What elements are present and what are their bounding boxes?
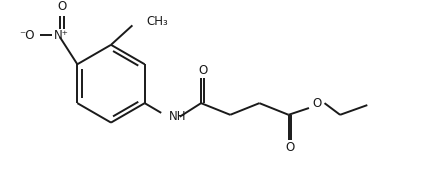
Text: O: O <box>198 64 207 77</box>
Text: CH₃: CH₃ <box>146 15 168 28</box>
Text: ⁻O: ⁻O <box>19 29 35 42</box>
Text: O: O <box>57 0 67 13</box>
Text: N⁺: N⁺ <box>54 29 69 42</box>
Text: NH: NH <box>169 110 187 123</box>
Text: O: O <box>286 141 295 154</box>
Text: O: O <box>312 97 321 110</box>
